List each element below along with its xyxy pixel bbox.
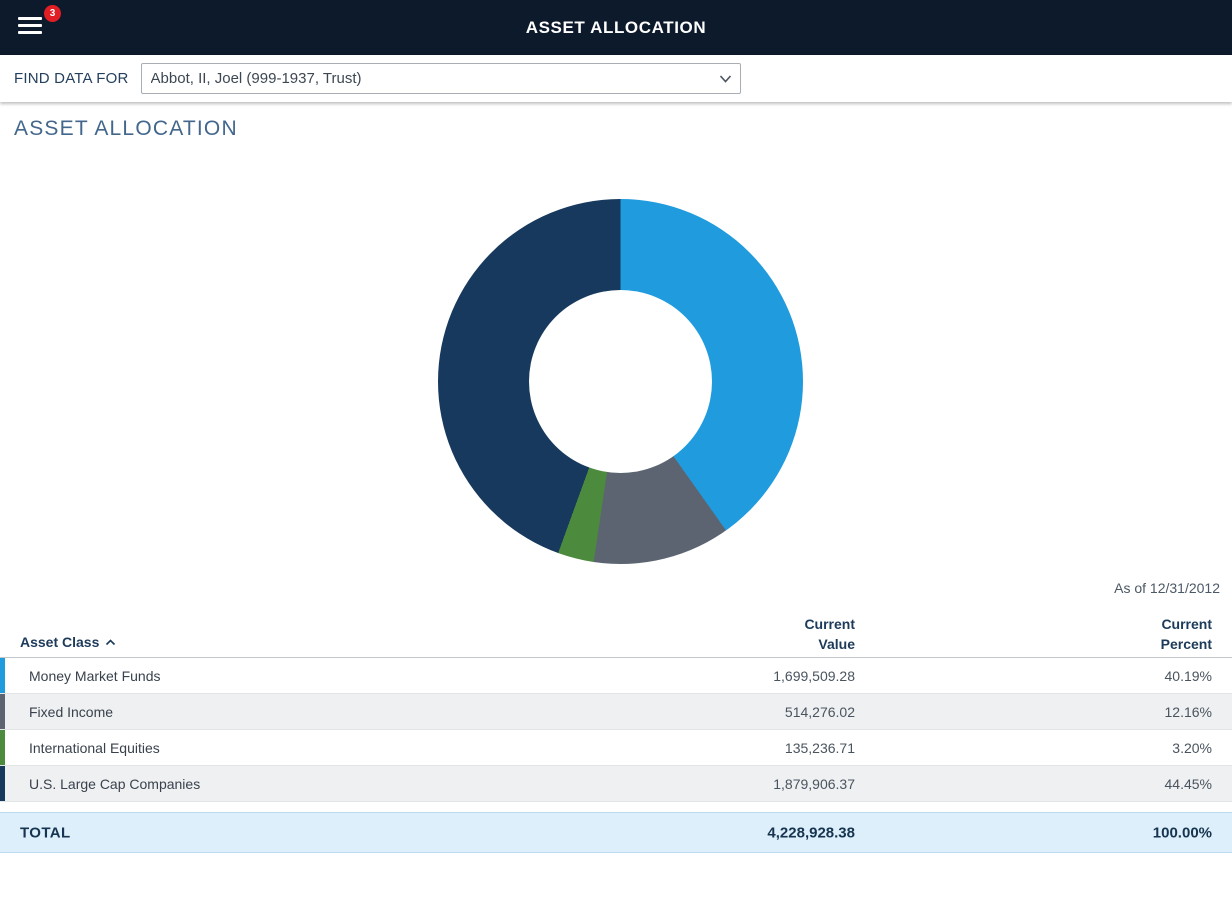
asset-class-cell: International Equities	[29, 739, 160, 756]
app-header: 3 ASSET ALLOCATION	[0, 0, 1232, 55]
find-data-label: FIND DATA FOR	[14, 70, 129, 87]
current-value-cell: 135,236.71	[784, 739, 855, 756]
asset-class-cell: Fixed Income	[29, 703, 114, 720]
notification-badge: 3	[44, 5, 61, 22]
as-of-date: As of 12/31/2012	[1114, 580, 1220, 596]
current-value-header: Current Value	[804, 616, 855, 652]
menu-button[interactable]: 3	[18, 5, 61, 43]
account-select-wrap: Abbot, II, Joel (999-1937, Trust)	[140, 63, 741, 94]
row-color-swatch	[0, 730, 5, 765]
find-data-bar: FIND DATA FOR Abbot, II, Joel (999-1937,…	[0, 55, 1232, 102]
asset-class-cell: U.S. Large Cap Companies	[29, 775, 201, 792]
current-value-cell: 1,699,509.28	[773, 667, 855, 684]
total-label: TOTAL	[20, 824, 71, 841]
page-title: ASSET ALLOCATION	[14, 117, 238, 140]
table-row[interactable]: Money Market Funds 1,699,509.28 40.19%	[0, 658, 1232, 694]
current-value-cell: 514,276.02	[784, 703, 855, 720]
row-color-swatch	[0, 694, 5, 729]
total-percent: 100.00%	[1152, 824, 1212, 841]
current-percent-cell: 40.19%	[1164, 667, 1212, 684]
sort-ascending-icon	[105, 638, 116, 646]
table-header-row: Asset Class Current Value Current Percen…	[0, 608, 1232, 658]
donut-chart[interactable]	[438, 199, 803, 564]
current-percent-cell: 3.20%	[1172, 739, 1212, 756]
table-row[interactable]: Fixed Income 514,276.02 12.16%	[0, 694, 1232, 730]
total-value: 4,228,928.38	[767, 824, 855, 841]
asset-table: Asset Class Current Value Current Percen…	[0, 608, 1232, 853]
table-row[interactable]: U.S. Large Cap Companies 1,879,906.37 44…	[0, 766, 1232, 802]
row-color-swatch	[0, 658, 5, 693]
account-select[interactable]: Abbot, II, Joel (999-1937, Trust)	[140, 63, 741, 94]
current-percent-header: Current Percent	[1160, 616, 1212, 652]
app-title: ASSET ALLOCATION	[525, 17, 707, 37]
asset-class-header-label: Asset Class	[20, 634, 100, 650]
current-percent-cell: 12.16%	[1164, 703, 1212, 720]
asset-class-cell: Money Market Funds	[29, 667, 161, 684]
current-value-cell: 1,879,906.37	[773, 775, 855, 792]
total-row: TOTAL 4,228,928.38 100.00%	[0, 812, 1232, 853]
current-percent-cell: 44.45%	[1164, 775, 1212, 792]
hamburger-icon	[18, 17, 52, 34]
donut-hole	[529, 290, 712, 473]
table-row[interactable]: International Equities 135,236.71 3.20%	[0, 730, 1232, 766]
asset-class-sort-header[interactable]: Asset Class	[20, 634, 116, 650]
row-color-swatch	[0, 766, 5, 801]
